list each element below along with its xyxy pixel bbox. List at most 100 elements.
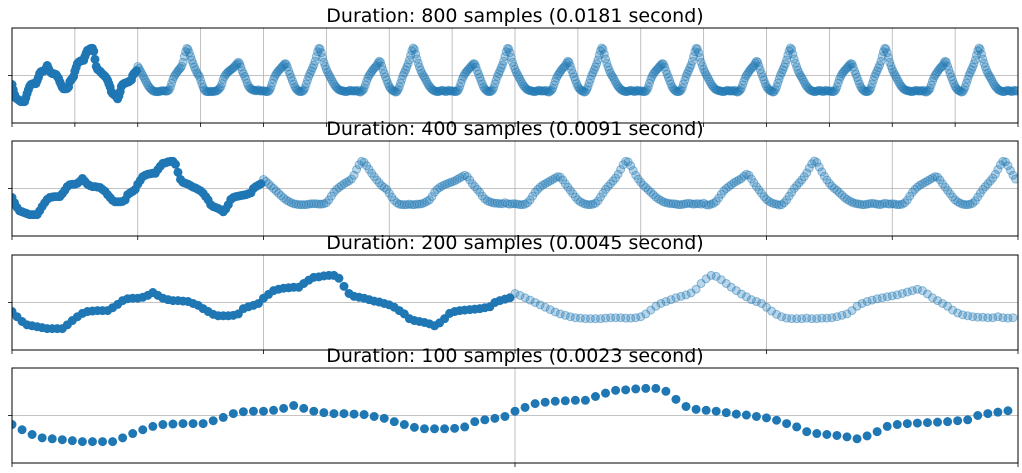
faded-sample-point: [611, 77, 621, 87]
faded-sample-point: [759, 192, 769, 202]
faded-sample-point: [685, 63, 695, 73]
faded-sample-point: [208, 87, 218, 97]
faded-sample-point: [1008, 313, 1018, 323]
faded-sample-point: [828, 87, 838, 97]
faded-sample-point: [311, 52, 321, 61]
faded-sample-point: [162, 86, 172, 96]
faded-sample-point: [651, 192, 661, 202]
faded-sample-point: [716, 275, 726, 285]
points: [12, 383, 1013, 447]
faded-sample-point: [841, 64, 851, 74]
faded-sample-point: [139, 73, 149, 83]
faded-sample-point: [336, 181, 346, 191]
faded-sample-point: [159, 86, 169, 96]
faded-sample-point: [402, 200, 412, 210]
faded-sample-point: [735, 85, 745, 95]
faded-sample-point: [663, 198, 673, 208]
faded-sample-point: [487, 85, 497, 95]
faded-sample-point: [500, 198, 510, 208]
sample-point: [259, 406, 268, 416]
faded-sample-point: [797, 175, 807, 185]
faded-sample-point: [985, 72, 995, 82]
faded-sample-point: [935, 63, 945, 73]
sample-point: [460, 422, 470, 432]
faded-sample-point: [565, 185, 575, 195]
faded-sample-point: [772, 199, 782, 209]
faded-sample-point: [972, 50, 982, 60]
faded-sample-point: [750, 58, 760, 68]
faded-sample-point: [469, 59, 479, 69]
sample-point: [409, 422, 419, 432]
faded-sample-point: [471, 62, 481, 72]
faded-sample-point: [707, 81, 717, 91]
faded-sample-point: [655, 61, 665, 71]
faded-sample-point: [858, 85, 868, 95]
faded-sample-point: [978, 312, 988, 322]
faded-sample-point: [623, 157, 633, 167]
faded-sample-point: [921, 87, 931, 97]
faded-sample-point: [842, 63, 852, 73]
faded-sample-point: [452, 174, 462, 184]
faded-sample-point: [648, 190, 658, 200]
faded-sample-point: [721, 279, 731, 288]
faded-sample-point: [911, 85, 921, 95]
faded-sample-point: [827, 313, 837, 323]
faded-sample-point: [203, 87, 213, 97]
sample-point: [540, 397, 550, 407]
faded-sample-point: [721, 184, 731, 193]
faded-sample-point: [250, 85, 260, 95]
faded-sample-point: [842, 309, 852, 319]
faded-sample-point: [424, 81, 434, 91]
faded-sample-point: [711, 85, 721, 95]
faded-sample-point: [633, 86, 643, 96]
faded-sample-point: [896, 81, 906, 91]
faded-sample-point: [262, 87, 272, 97]
faded-sample-point: [555, 67, 565, 77]
sample-point: [98, 437, 108, 447]
faded-sample-point: [374, 178, 384, 188]
faded-sample-point: [950, 81, 960, 91]
faded-sample-point: [450, 87, 460, 97]
faded-sample-point: [633, 174, 643, 184]
sample-point: [651, 383, 661, 393]
sample-point: [701, 405, 711, 415]
sample-point: [661, 386, 671, 396]
faded-sample-point: [518, 200, 528, 210]
faded-sample-point: [870, 199, 880, 209]
faded-sample-point: [271, 69, 281, 79]
faded-sample-point: [276, 191, 286, 201]
faded-sample-point: [927, 76, 937, 86]
sample-point: [90, 54, 100, 64]
faded-sample-point: [207, 87, 217, 97]
faded-sample-point: [980, 62, 990, 72]
points: [12, 156, 1018, 220]
faded-sample-point: [309, 60, 319, 70]
faded-sample-point: [973, 192, 983, 202]
faded-sample-point: [772, 309, 782, 319]
faded-sample-point: [794, 68, 804, 78]
faded-sample-point: [653, 194, 663, 204]
faded-sample-point: [790, 58, 800, 68]
faded-sample-point: [744, 170, 754, 180]
faded-sample-point: [626, 161, 636, 171]
faded-sample-point: [907, 187, 917, 197]
faded-sample-point: [153, 87, 163, 97]
faded-sample-point: [642, 85, 652, 95]
faded-sample-point: [782, 195, 792, 205]
faded-sample-point: [662, 69, 672, 79]
faded-sample-point: [714, 86, 724, 96]
faded-sample-point: [682, 69, 692, 79]
faded-sample-point: [407, 46, 417, 56]
faded-sample-point: [958, 87, 968, 97]
faded-sample-point: [687, 56, 697, 66]
faded-sample-point: [868, 75, 878, 85]
faded-sample-point: [636, 86, 646, 96]
faded-sample-point: [950, 195, 960, 205]
faded-sample-point: [362, 76, 372, 86]
faded-sample-point: [398, 71, 408, 80]
faded-sample-point: [422, 196, 432, 206]
faded-sample-point: [759, 75, 769, 85]
faded-sample-point: [651, 301, 661, 311]
faded-sample-point: [787, 44, 797, 54]
faded-sample-point: [513, 199, 523, 209]
